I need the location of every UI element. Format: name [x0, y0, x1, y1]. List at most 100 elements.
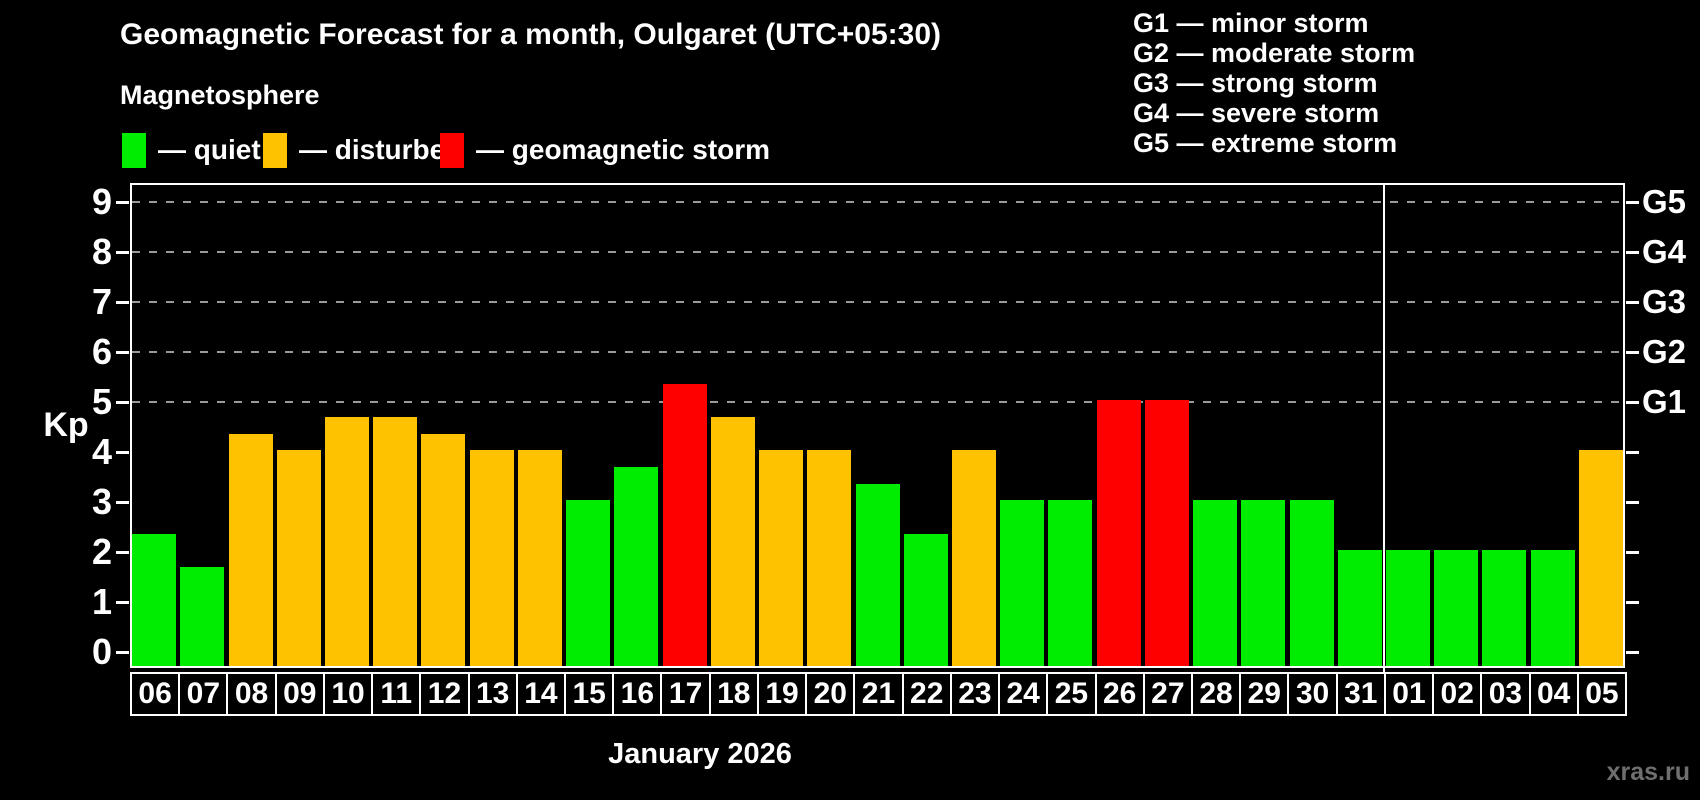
date-box-13: 13 — [467, 672, 518, 716]
kp-bar-27 — [1144, 400, 1189, 666]
plot-area — [130, 183, 1625, 668]
kp-bar-15 — [566, 500, 611, 666]
right-axis-label-G5: G5 — [1642, 183, 1687, 220]
quiet-color-swatch — [122, 132, 146, 168]
y-tick-right-8 — [1626, 251, 1639, 254]
gridline-kp5 — [132, 401, 1623, 403]
kp-bar-29 — [1241, 500, 1286, 666]
y-tick-left-2 — [116, 551, 129, 554]
kp-bar-07 — [180, 566, 225, 666]
x-axis-title: January 2026 — [608, 738, 792, 770]
date-box-25: 25 — [1046, 672, 1097, 716]
date-box-11: 11 — [371, 672, 422, 716]
gridline-kp7 — [132, 301, 1623, 303]
date-box-24: 24 — [998, 672, 1049, 716]
gridline-kp9 — [132, 201, 1623, 203]
y-tick-right-1 — [1626, 601, 1639, 604]
kp-bar-05 — [1578, 450, 1623, 666]
date-box-05: 05 — [1576, 672, 1627, 716]
g-legend-line: G3 — strong storm — [1133, 68, 1378, 98]
y-tick-right-5 — [1626, 401, 1639, 404]
y-tick-right-6 — [1626, 351, 1639, 354]
kp-bar-22 — [903, 533, 948, 666]
y-tick-left-4 — [116, 451, 129, 454]
kp-bar-19 — [759, 450, 804, 666]
date-box-12: 12 — [419, 672, 470, 716]
date-box-21: 21 — [853, 672, 904, 716]
y-tick-label-9: 9 — [91, 181, 112, 222]
kp-bar-23 — [951, 450, 996, 666]
y-tick-left-6 — [116, 351, 129, 354]
kp-bar-25 — [1048, 500, 1093, 666]
y-tick-left-9 — [116, 201, 129, 204]
date-box-01: 01 — [1383, 672, 1435, 716]
kp-bar-03 — [1482, 550, 1527, 666]
date-box-18: 18 — [708, 672, 759, 716]
kp-bar-12 — [421, 433, 466, 666]
kp-bar-14 — [517, 450, 562, 666]
kp-bar-04 — [1530, 550, 1575, 666]
y-tick-right-3 — [1626, 501, 1639, 504]
date-box-29: 29 — [1239, 672, 1290, 716]
y-tick-label-6: 6 — [91, 331, 112, 372]
y-tick-label-3: 3 — [91, 481, 112, 522]
date-box-17: 17 — [660, 672, 711, 716]
storm-color-swatch — [440, 132, 464, 168]
right-axis-label-G4: G4 — [1642, 233, 1687, 270]
x-axis-date-row: 06 07 08 09 10 11 12 13 14 15 16 17 18 19 20 21 22 23 24 25… — [130, 672, 1627, 716]
y-tick-label-0: 0 — [91, 631, 112, 672]
date-box-03: 03 — [1480, 672, 1531, 716]
gridline-kp8 — [132, 251, 1623, 253]
date-box-06: 06 — [130, 672, 181, 716]
y-tick-right-2 — [1626, 551, 1639, 554]
kp-bar-13 — [469, 450, 514, 666]
kp-bar-24 — [1000, 500, 1045, 666]
y-tick-left-3 — [116, 501, 129, 504]
kp-bar-06 — [132, 533, 177, 666]
chart-subtitle: Magnetosphere — [120, 80, 320, 110]
date-box-08: 08 — [226, 672, 277, 716]
y-tick-right-9 — [1626, 201, 1639, 204]
date-box-07: 07 — [178, 672, 229, 716]
g-legend-line: G4 — severe storm — [1133, 98, 1380, 128]
g-legend-line: G1 — minor storm — [1133, 8, 1369, 38]
y-tick-label-2: 2 — [91, 531, 112, 572]
date-box-09: 09 — [274, 672, 325, 716]
legend-item-storm: — geomagnetic storm — [440, 131, 770, 169]
y-tick-left-8 — [116, 251, 129, 254]
right-axis-label-G1: G1 — [1642, 383, 1687, 420]
legend-item-disturbed: — disturbed — [263, 131, 462, 169]
kp-bar-30 — [1289, 500, 1334, 666]
date-box-22: 22 — [901, 672, 952, 716]
right-axis-label-G2: G2 — [1642, 333, 1687, 370]
watermark: xras.ru — [1606, 758, 1690, 786]
kp-bar-20 — [807, 450, 852, 666]
right-axis-label-G3: G3 — [1642, 283, 1687, 320]
y-tick-right-7 — [1626, 301, 1639, 304]
date-box-16: 16 — [612, 672, 663, 716]
kp-bar-17 — [662, 383, 707, 666]
date-box-14: 14 — [515, 672, 567, 716]
y-tick-label-8: 8 — [91, 231, 112, 272]
chart-title: Geomagnetic Forecast for a month, Oulgar… — [120, 18, 942, 51]
kp-bar-09 — [276, 450, 321, 666]
date-box-30: 30 — [1287, 672, 1338, 716]
kp-bar-26 — [1096, 400, 1141, 666]
y-tick-right-4 — [1626, 451, 1639, 454]
date-box-02: 02 — [1432, 672, 1483, 716]
kp-bar-10 — [325, 416, 370, 666]
date-box-15: 15 — [564, 672, 615, 716]
kp-bar-01 — [1385, 550, 1430, 666]
legend-label: — geomagnetic storm — [476, 134, 771, 165]
g-legend-line: G5 — extreme storm — [1133, 128, 1398, 158]
y-tick-label-1: 1 — [91, 581, 112, 622]
y-tick-left-5 — [116, 401, 129, 404]
date-box-23: 23 — [949, 672, 1001, 716]
y-tick-label-4: 4 — [91, 431, 112, 472]
kp-bar-02 — [1434, 550, 1479, 666]
kp-bar-21 — [855, 483, 900, 666]
legend-item-quiet: — quiet — [122, 131, 261, 169]
y-tick-left-1 — [116, 601, 129, 604]
date-box-10: 10 — [322, 672, 374, 716]
